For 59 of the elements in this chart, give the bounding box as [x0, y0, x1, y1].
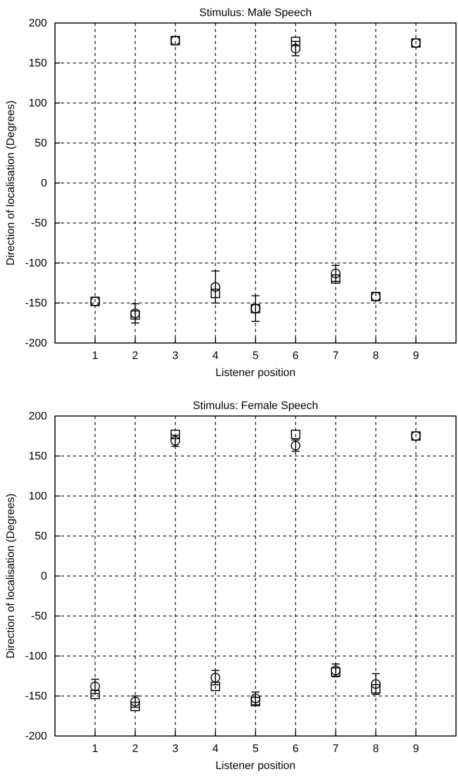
point [371, 684, 380, 694]
chart-title: Stimulus: Male Speech [199, 7, 312, 19]
x-tick-label: 1 [92, 350, 98, 362]
x-tick-label: 3 [172, 742, 178, 755]
y-tick-label: 50 [34, 530, 47, 543]
point [290, 44, 300, 54]
point [290, 430, 300, 440]
x-axis-title: Listener position [215, 367, 296, 379]
x-tick-label: 4 [212, 350, 218, 362]
point [210, 672, 220, 682]
y-tick-label: -200 [24, 730, 47, 743]
x-tick-label: 4 [212, 742, 218, 755]
y-tick-label: -50 [31, 610, 47, 623]
x-tick-label: 5 [252, 350, 259, 362]
y-tick-label: 150 [28, 450, 47, 463]
x-tick-label: 9 [412, 350, 419, 362]
y-tick-label: 100 [28, 98, 47, 110]
y-tick-label: -50 [31, 218, 47, 230]
x-tick-label: 1 [92, 742, 98, 755]
point [170, 430, 180, 440]
y-tick-label: -150 [24, 298, 47, 310]
y-axis-title: Direction of localisation (Degrees) [5, 100, 17, 266]
x-tick-label: 6 [292, 350, 299, 362]
chart-title: Stimulus: Female Speech [192, 400, 318, 412]
point [331, 667, 340, 677]
y-tick-label: -100 [24, 650, 47, 663]
y-tick-label: 0 [40, 178, 47, 190]
x-tick-label: 8 [372, 350, 379, 362]
point [370, 679, 381, 689]
y-tick-label: -150 [24, 690, 47, 703]
point [210, 282, 220, 292]
point [210, 288, 220, 298]
x-tick-label: 5 [252, 742, 259, 755]
x-tick-label: 3 [172, 350, 178, 362]
x-tick-label: 7 [332, 742, 339, 755]
point [250, 696, 260, 706]
y-tick-label: -100 [24, 258, 47, 270]
x-tick-label: 2 [132, 350, 138, 362]
y-tick-label: 150 [28, 58, 47, 70]
x-axis-title: Listener position [215, 760, 296, 772]
y-tick-label: -200 [24, 338, 47, 350]
y-tick-label: 200 [28, 410, 47, 423]
point [90, 682, 100, 692]
x-tick-label: 6 [292, 742, 299, 755]
y-tick-label: 50 [34, 138, 47, 150]
y-tick-label: 0 [40, 570, 47, 583]
y-axis-title: Direction of localisation (Degrees) [5, 493, 17, 659]
point [331, 274, 340, 284]
point [210, 682, 220, 692]
point [90, 690, 100, 700]
point [330, 268, 341, 278]
point [130, 702, 140, 712]
point [290, 36, 300, 46]
x-tick-label: 8 [372, 742, 379, 755]
x-tick-label: 2 [132, 742, 138, 755]
y-tick-label: 200 [28, 18, 47, 30]
x-tick-label: 7 [332, 350, 339, 362]
y-tick-label: 100 [28, 490, 47, 503]
x-tick-label: 9 [412, 742, 419, 755]
